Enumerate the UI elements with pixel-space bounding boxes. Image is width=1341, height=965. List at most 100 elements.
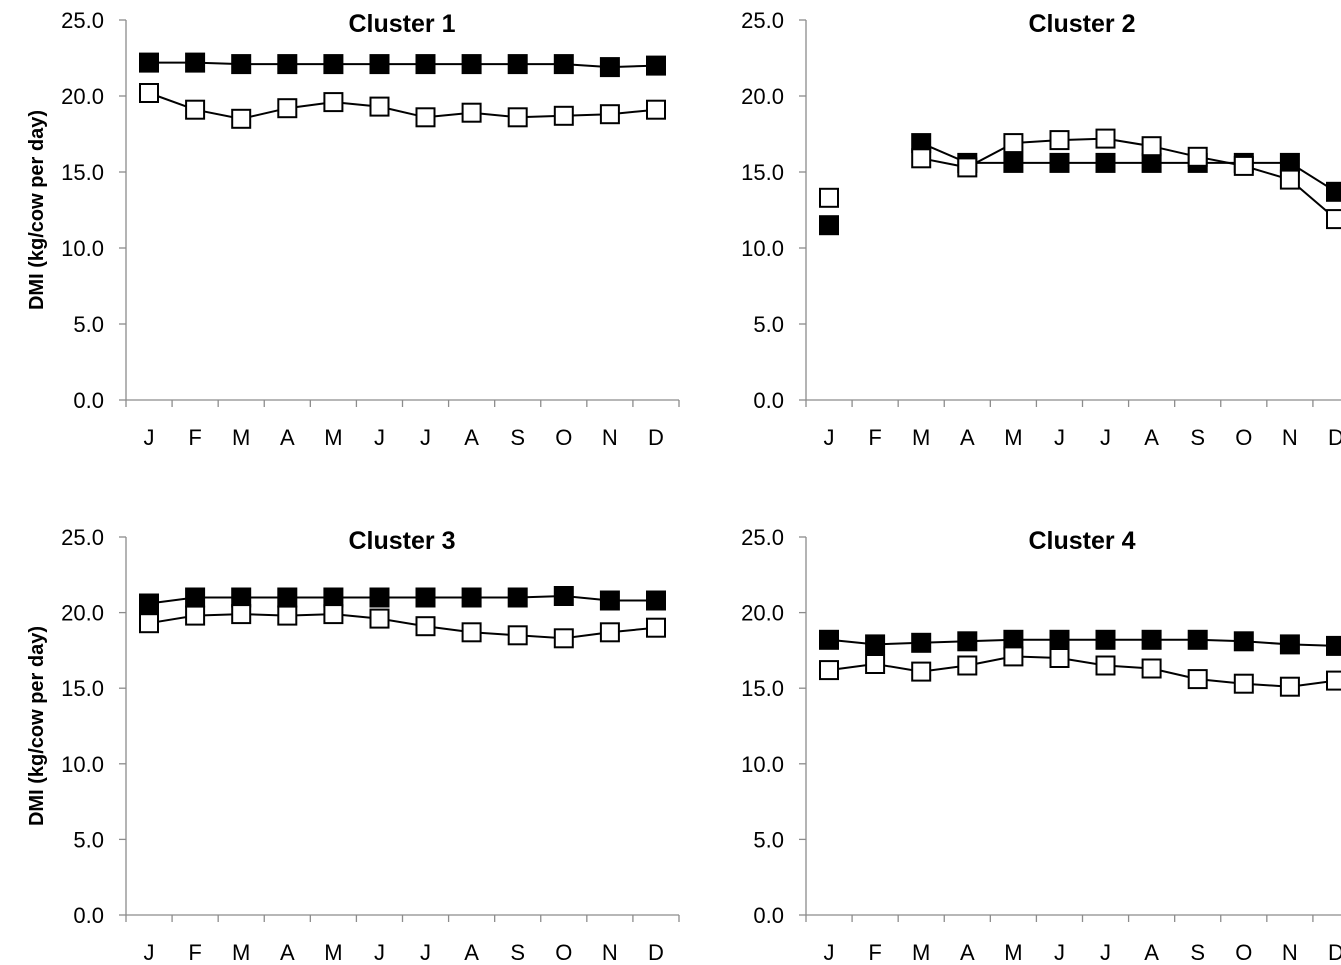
y-tick-label: 20.0 bbox=[61, 84, 104, 109]
open-square-point bbox=[1279, 676, 1300, 697]
open-square-point bbox=[1326, 209, 1341, 230]
open-square-point bbox=[1187, 669, 1208, 690]
filled-square-point bbox=[865, 634, 886, 655]
filled-square-point bbox=[1003, 152, 1024, 173]
y-tick-label: 10.0 bbox=[741, 236, 784, 261]
open-square-point bbox=[553, 105, 574, 126]
open-square-point bbox=[139, 83, 159, 103]
x-tick-label: S bbox=[1190, 940, 1205, 965]
filled-square-point bbox=[461, 54, 482, 75]
filled-square-point bbox=[277, 587, 298, 608]
y-tick-label: 5.0 bbox=[73, 827, 104, 852]
filled-square-point bbox=[1049, 629, 1070, 650]
y-tick-label: 20.0 bbox=[61, 601, 104, 626]
filled-square-point bbox=[507, 54, 528, 75]
x-tick-label: D bbox=[1328, 940, 1341, 965]
open-square-point bbox=[1279, 169, 1300, 190]
filled-square-point bbox=[231, 587, 252, 608]
filled-square-point bbox=[369, 587, 390, 608]
open-square-point bbox=[1233, 673, 1254, 694]
x-tick-label: D bbox=[1328, 425, 1341, 450]
chart-title: Cluster 4 bbox=[1029, 527, 1136, 555]
y-tick-label: 10.0 bbox=[61, 752, 104, 777]
series-line-2 bbox=[921, 137, 1337, 220]
x-tick-label: M bbox=[232, 425, 250, 450]
open-square-point bbox=[139, 613, 159, 634]
filled-square-point bbox=[1326, 635, 1341, 656]
series-line-1 bbox=[920, 142, 1337, 193]
open-square-point bbox=[231, 604, 252, 625]
chart-title: Cluster 2 bbox=[1029, 10, 1136, 38]
open-square-point bbox=[277, 98, 298, 119]
filled-square-point bbox=[323, 587, 344, 608]
x-tick-label: O bbox=[1235, 425, 1252, 450]
x-tick-label: J bbox=[420, 940, 431, 965]
open-square-point bbox=[599, 622, 620, 643]
x-tick-label: N bbox=[602, 940, 618, 965]
x-tick-label: A bbox=[960, 425, 975, 450]
open-square-point bbox=[957, 157, 978, 178]
x-tick-label: A bbox=[960, 940, 975, 965]
filled-square-point bbox=[507, 587, 528, 608]
x-tick-label: M bbox=[1004, 425, 1022, 450]
x-tick-label: A bbox=[1144, 425, 1159, 450]
x-tick-label: J bbox=[420, 425, 431, 450]
x-tick-label: J bbox=[374, 940, 385, 965]
x-tick-label: A bbox=[464, 425, 479, 450]
open-square-point bbox=[1233, 155, 1254, 176]
chart-panel-4: 0.0 5.0 10.0 15.0 20.0 25.0 J F M A M J J A S O N D Cluste… bbox=[741, 525, 1341, 965]
x-tick-label: J bbox=[1054, 940, 1065, 965]
open-square-point bbox=[507, 107, 528, 128]
x-tick-label: N bbox=[1282, 940, 1298, 965]
y-tick-label: 20.0 bbox=[741, 84, 784, 109]
x-tick-label: O bbox=[1235, 940, 1252, 965]
y-tick-label: 25.0 bbox=[741, 525, 784, 550]
open-square-point bbox=[1326, 670, 1341, 691]
x-tick-label: A bbox=[464, 940, 479, 965]
open-square-point bbox=[819, 660, 839, 681]
chart-panel-1: 0.0 5.0 10.0 15.0 20.0 25.0 J F M A M J J A S O N D Cluste… bbox=[26, 8, 680, 450]
open-square-point bbox=[646, 99, 666, 120]
open-square-point bbox=[1187, 146, 1208, 167]
open-square-point bbox=[1049, 648, 1070, 668]
filled-square-point bbox=[646, 590, 666, 611]
open-square-point bbox=[461, 622, 482, 643]
x-tick-label: F bbox=[188, 425, 201, 450]
chart-panel-2: 0.0 5.0 10.0 15.0 20.0 25.0 J F M A M J J A S O N D Cluste… bbox=[741, 8, 1341, 450]
y-axis-label: DMI (kg/cow per day) bbox=[26, 110, 48, 310]
filled-square-point bbox=[1326, 181, 1341, 202]
filled-square-point bbox=[553, 54, 574, 75]
y-tick-label: 0.0 bbox=[73, 388, 104, 413]
series-line-2 bbox=[148, 613, 657, 640]
filled-square-point bbox=[1141, 152, 1162, 173]
x-tick-label: S bbox=[510, 940, 525, 965]
filled-square-point bbox=[139, 593, 159, 614]
filled-square-point bbox=[599, 590, 620, 611]
filled-square-point bbox=[1141, 629, 1162, 650]
open-square-point bbox=[819, 187, 839, 208]
open-square-point bbox=[553, 628, 574, 649]
open-square-point bbox=[646, 617, 666, 638]
open-square-point bbox=[369, 608, 390, 629]
open-square-point bbox=[1141, 658, 1162, 679]
filled-square-point bbox=[185, 52, 206, 73]
filled-square-point bbox=[1279, 634, 1300, 655]
y-tick-label: 10.0 bbox=[741, 752, 784, 777]
series-line-1 bbox=[148, 594, 656, 605]
x-tick-label: M bbox=[912, 425, 930, 450]
x-tick-label: J bbox=[144, 940, 155, 965]
chart-title: Cluster 1 bbox=[349, 10, 456, 38]
x-tick-label: J bbox=[374, 425, 385, 450]
x-tick-label: F bbox=[868, 940, 881, 965]
y-tick-label: 15.0 bbox=[741, 676, 784, 701]
open-square-point bbox=[461, 102, 482, 123]
open-square-point bbox=[1003, 646, 1024, 667]
filled-square-point bbox=[369, 54, 390, 75]
filled-square-point bbox=[231, 54, 252, 75]
filled-square-point bbox=[1187, 629, 1208, 650]
filled-square-point bbox=[1233, 631, 1254, 652]
x-tick-label: O bbox=[555, 425, 572, 450]
filled-square-point bbox=[139, 52, 159, 73]
y-tick-label: 5.0 bbox=[753, 827, 784, 852]
open-square-point bbox=[277, 605, 298, 626]
